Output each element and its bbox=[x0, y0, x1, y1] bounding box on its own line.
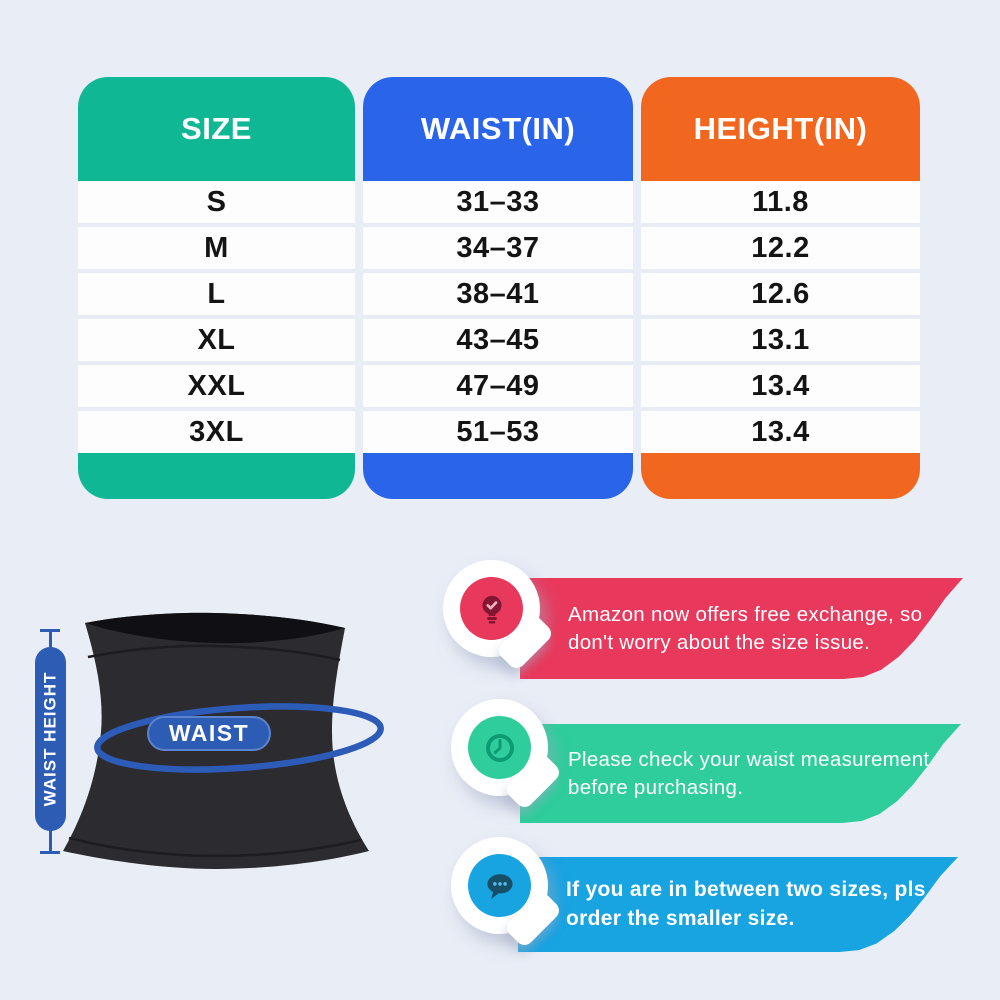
callout-badge-between-sizes bbox=[451, 837, 563, 949]
table-footer-size bbox=[78, 453, 355, 499]
waist-column-body: 31–33 34–37 38–41 43–45 47–49 51–53 bbox=[363, 181, 633, 453]
table-cell-waist: 31–33 bbox=[363, 181, 633, 223]
table-cell-height: 12.2 bbox=[641, 223, 920, 269]
table-cell-height: 11.8 bbox=[641, 181, 920, 223]
callout-banner-exchange: Amazon now offers free exchange, so don'… bbox=[520, 578, 963, 679]
table-cell-size: S bbox=[78, 181, 355, 223]
measure-cap-bottom bbox=[40, 851, 60, 854]
table-cell-height: 12.6 bbox=[641, 269, 920, 315]
table-footer-waist bbox=[363, 453, 633, 499]
table-cell-size: XL bbox=[78, 315, 355, 361]
waist-ellipse-svg bbox=[94, 703, 384, 773]
table-cell-waist: 43–45 bbox=[363, 315, 633, 361]
waist-label: WAIST bbox=[168, 720, 250, 746]
waist-column: WAIST(IN) 31–33 34–37 38–41 43–45 47–49 … bbox=[363, 77, 633, 499]
table-cell-size: 3XL bbox=[78, 407, 355, 453]
callout-text: Please check your waist measurement befo… bbox=[568, 747, 930, 799]
badge-inner-circle bbox=[460, 577, 523, 640]
table-header-waist: WAIST(IN) bbox=[363, 77, 633, 181]
callout-badge-exchange bbox=[443, 560, 555, 672]
table-cell-size: XXL bbox=[78, 361, 355, 407]
badge-inner-circle bbox=[468, 854, 531, 917]
table-cell-waist: 47–49 bbox=[363, 361, 633, 407]
waist-height-pill: WAIST HEIGHT bbox=[35, 647, 66, 831]
callout-badge-measurement bbox=[451, 699, 563, 811]
callout-banner-between-sizes: If you are in between two sizes, pls ord… bbox=[518, 857, 958, 952]
lightbulb-check-icon bbox=[482, 595, 501, 624]
table-cell-waist: 38–41 bbox=[363, 269, 633, 315]
waist-measure-ellipse bbox=[88, 693, 390, 784]
size-column-body: S M L XL XXL 3XL bbox=[78, 181, 355, 453]
height-column-body: 11.8 12.2 12.6 13.1 13.4 13.4 bbox=[641, 181, 920, 453]
clock-icon bbox=[485, 733, 514, 762]
table-header-height: HEIGHT(IN) bbox=[641, 77, 920, 181]
table-cell-size: M bbox=[78, 223, 355, 269]
table-footer-height bbox=[641, 453, 920, 499]
height-column: HEIGHT(IN) 11.8 12.2 12.6 13.1 13.4 13.4 bbox=[641, 77, 920, 499]
chat-dots-icon bbox=[486, 873, 513, 899]
table-cell-waist: 51–53 bbox=[363, 407, 633, 453]
table-header-size: SIZE bbox=[78, 77, 355, 181]
table-cell-size: L bbox=[78, 269, 355, 315]
table-cell-height: 13.1 bbox=[641, 315, 920, 361]
table-cell-waist: 34–37 bbox=[363, 223, 633, 269]
callout-text: Amazon now offers free exchange, so don'… bbox=[568, 602, 923, 654]
badge-inner-circle bbox=[468, 716, 531, 779]
callout-text: If you are in between two sizes, pls ord… bbox=[566, 878, 926, 930]
table-cell-height: 13.4 bbox=[641, 361, 920, 407]
size-column: SIZE S M L XL XXL 3XL bbox=[78, 77, 355, 499]
table-cell-height: 13.4 bbox=[641, 407, 920, 453]
waist-pill: WAIST bbox=[147, 716, 271, 751]
callout-banner-measurement: Please check your waist measurement befo… bbox=[520, 724, 961, 823]
